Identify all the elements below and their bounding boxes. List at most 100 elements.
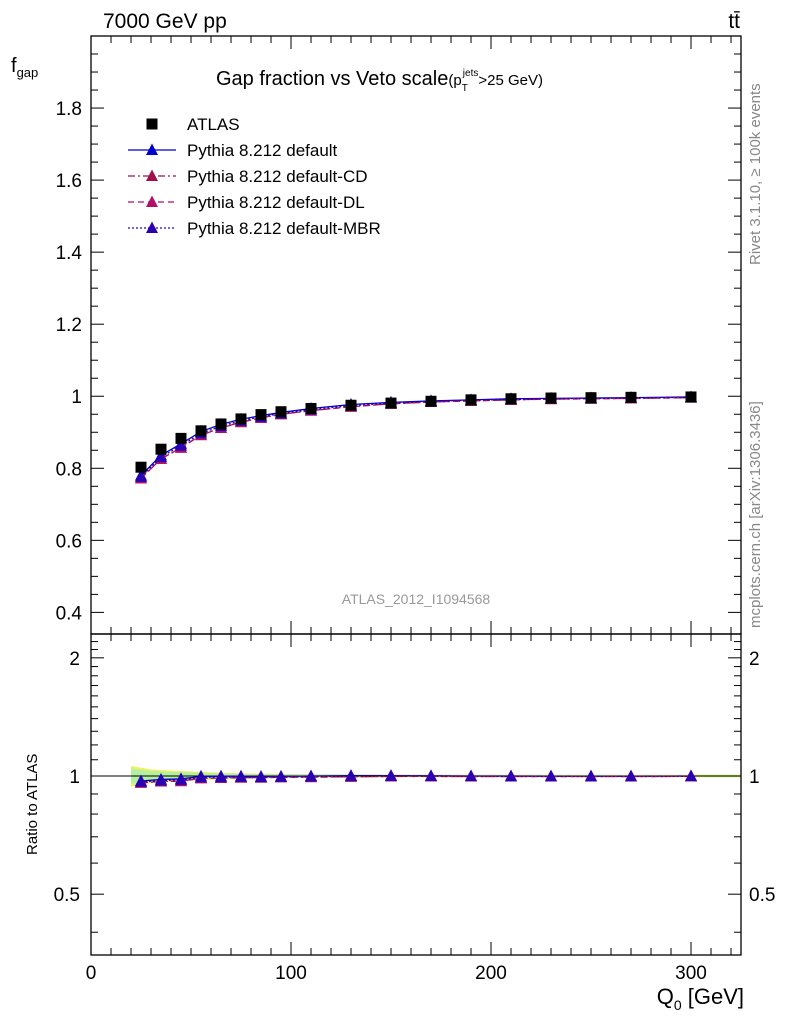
series-line-cd bbox=[140, 397, 692, 479]
legend-label-mbr: Pythia 8.212 default-MBR bbox=[187, 219, 381, 238]
ratio-line-dl bbox=[140, 775, 692, 784]
data-point-atlas bbox=[175, 432, 187, 444]
legend-item-default: Pythia 8.212 default bbox=[128, 141, 338, 160]
ratio-point-mbr bbox=[625, 769, 637, 782]
ratio-point-mbr bbox=[505, 769, 517, 782]
y-tick-label: 1.2 bbox=[56, 315, 82, 336]
y-tick-label: 1 bbox=[71, 387, 82, 408]
data-point-atlas bbox=[235, 413, 247, 425]
legend-item-dl: Pythia 8.212 default-DL bbox=[128, 193, 365, 212]
y-tick-label: 1.4 bbox=[56, 243, 83, 264]
legend-label-dl: Pythia 8.212 default-DL bbox=[187, 193, 365, 212]
data-point-atlas bbox=[195, 425, 207, 437]
legend-item-atlas: ATLAS bbox=[146, 115, 240, 134]
mcplots-label: mcplots.cern.ch [arXiv:1306.3436] bbox=[747, 401, 764, 628]
data-point-atlas bbox=[505, 393, 517, 405]
legend-marker-cd bbox=[146, 169, 158, 181]
data-point-atlas bbox=[465, 394, 477, 406]
axes: 0 100 200 300 0.4 0.6 0.8 1 1.2 1.4 1.6 1.8 0.5 0.5 1 1… bbox=[54, 35, 775, 984]
ratio-frame bbox=[90, 633, 742, 956]
ratio-tick-label-left: 0.5 bbox=[54, 885, 80, 906]
main-plot-marks bbox=[135, 390, 697, 484]
series-mbr bbox=[135, 390, 697, 482]
data-point-mbr bbox=[175, 439, 187, 451]
legend: ATLAS Pythia 8.212 default Pythia 8.212 de… bbox=[128, 115, 381, 238]
ratio-point-mbr bbox=[255, 770, 267, 783]
legend-label-cd: Pythia 8.212 default-CD bbox=[187, 167, 368, 186]
data-point-atlas bbox=[345, 399, 357, 411]
xlabel-unit: [GeV] bbox=[682, 984, 744, 1009]
ratio-point-mbr bbox=[545, 769, 557, 782]
series-atlas bbox=[135, 391, 697, 473]
x-tick-label: 200 bbox=[475, 963, 507, 984]
series-line-mbr bbox=[140, 396, 692, 478]
legend-item-cd: Pythia 8.212 default-CD bbox=[128, 167, 368, 186]
data-point-atlas bbox=[135, 461, 147, 473]
series-dl bbox=[135, 391, 697, 484]
ratio-point-mbr bbox=[685, 769, 697, 782]
svg-text:Gap fraction vs Veto scale(pTj: Gap fraction vs Veto scale(pTjets>25 GeV… bbox=[216, 68, 543, 94]
ratio-plot-marks bbox=[91, 769, 741, 788]
title-cut-sub: T bbox=[462, 83, 468, 94]
energy-label: 7000 GeV pp bbox=[103, 10, 227, 33]
ratio-point-mbr bbox=[215, 770, 227, 783]
series-line-default bbox=[140, 396, 692, 476]
y-tick-label: 1.6 bbox=[56, 171, 82, 192]
y-tick-label: 0.6 bbox=[56, 531, 82, 552]
data-point-atlas bbox=[305, 402, 317, 414]
ratio-point-mbr bbox=[235, 770, 247, 782]
y-axis-label: fgap bbox=[11, 55, 38, 80]
x-tick-label: 0 bbox=[86, 963, 97, 984]
data-point-atlas bbox=[685, 391, 697, 403]
svg-text:Q0 [GeV]: Q0 [GeV] bbox=[657, 984, 744, 1013]
ratio-point-mbr bbox=[345, 769, 357, 782]
data-point-atlas bbox=[215, 418, 227, 430]
x-tick-label: 300 bbox=[675, 963, 707, 984]
chart-title: Gap fraction vs Veto scale(pTjets>25 GeV… bbox=[216, 68, 543, 94]
legend-label-default: Pythia 8.212 default bbox=[187, 141, 338, 160]
legend-item-mbr: Pythia 8.212 default-MBR bbox=[128, 219, 381, 238]
data-point-atlas bbox=[425, 395, 437, 407]
ratio-point-mbr bbox=[305, 770, 317, 782]
data-point-atlas bbox=[625, 391, 637, 403]
process-label: tt̄ bbox=[728, 10, 740, 33]
ratio-tick-label-left: 1 bbox=[69, 767, 80, 788]
ylabel-sub: gap bbox=[17, 65, 39, 80]
svg-text:fgap: fgap bbox=[11, 55, 38, 80]
y-tick-label: 0.8 bbox=[56, 459, 82, 480]
y-tick-label: 1.8 bbox=[56, 99, 82, 120]
series-cd bbox=[135, 391, 697, 484]
ratio-point-mbr bbox=[275, 770, 287, 782]
ratio-tick-label-right: 1 bbox=[749, 767, 760, 788]
title-cut-open: (p bbox=[448, 72, 461, 89]
ratio-point-mbr bbox=[155, 773, 167, 786]
series-default bbox=[135, 390, 697, 481]
data-point-atlas bbox=[155, 443, 167, 455]
ratio-point-mbr bbox=[425, 769, 437, 782]
ratio-tick-label-right: 0.5 bbox=[749, 885, 775, 906]
ratio-point-mbr bbox=[195, 770, 207, 783]
xlabel-sub: 0 bbox=[674, 997, 682, 1013]
x-axis-label: Q0 [GeV] bbox=[657, 984, 744, 1013]
ratio-y-label: Ratio to ATLAS bbox=[24, 754, 41, 855]
data-point-mbr bbox=[155, 450, 167, 463]
data-point-mbr bbox=[135, 470, 147, 482]
ratio-series-mbr bbox=[135, 769, 697, 787]
data-point-atlas bbox=[385, 397, 397, 409]
data-point-atlas bbox=[545, 392, 557, 404]
data-point-atlas bbox=[275, 406, 287, 418]
analysis-label: ATLAS_2012_I1094568 bbox=[342, 591, 491, 607]
x-tick-label: 100 bbox=[275, 963, 307, 984]
rivet-label: Rivet 3.1.10, ≥ 100k events bbox=[747, 83, 764, 265]
ratio-tick-label-right: 2 bbox=[749, 649, 760, 670]
ratio-point-mbr bbox=[385, 769, 397, 782]
title-main: Gap fraction vs Veto scale bbox=[216, 68, 448, 90]
data-point-atlas bbox=[255, 409, 267, 421]
title-cut-sup: jets bbox=[462, 68, 479, 79]
ratio-tick-label-left: 2 bbox=[69, 649, 80, 670]
legend-marker-atlas bbox=[146, 118, 158, 130]
title-cut-tail: >25 GeV) bbox=[478, 72, 543, 89]
ratio-point-mbr bbox=[175, 773, 187, 785]
ratio-point-mbr bbox=[585, 769, 597, 782]
